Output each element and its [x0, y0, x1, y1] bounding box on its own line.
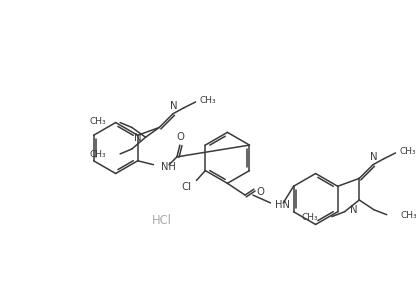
Text: NH: NH — [161, 162, 176, 172]
Text: CH₃: CH₃ — [400, 211, 417, 220]
Text: CH₃: CH₃ — [200, 97, 217, 106]
Text: O: O — [176, 132, 184, 142]
Text: CH₃: CH₃ — [90, 150, 106, 159]
Text: Cl: Cl — [181, 182, 191, 192]
Text: CH₃: CH₃ — [301, 213, 318, 222]
Text: N: N — [170, 101, 178, 111]
Text: O: O — [257, 187, 265, 197]
Text: HCl: HCl — [152, 214, 172, 227]
Text: HN: HN — [275, 200, 291, 210]
Text: N: N — [134, 133, 142, 143]
Text: CH₃: CH₃ — [90, 117, 106, 126]
Text: N: N — [350, 205, 357, 215]
Text: CH₃: CH₃ — [400, 147, 417, 156]
Text: N: N — [370, 152, 378, 162]
